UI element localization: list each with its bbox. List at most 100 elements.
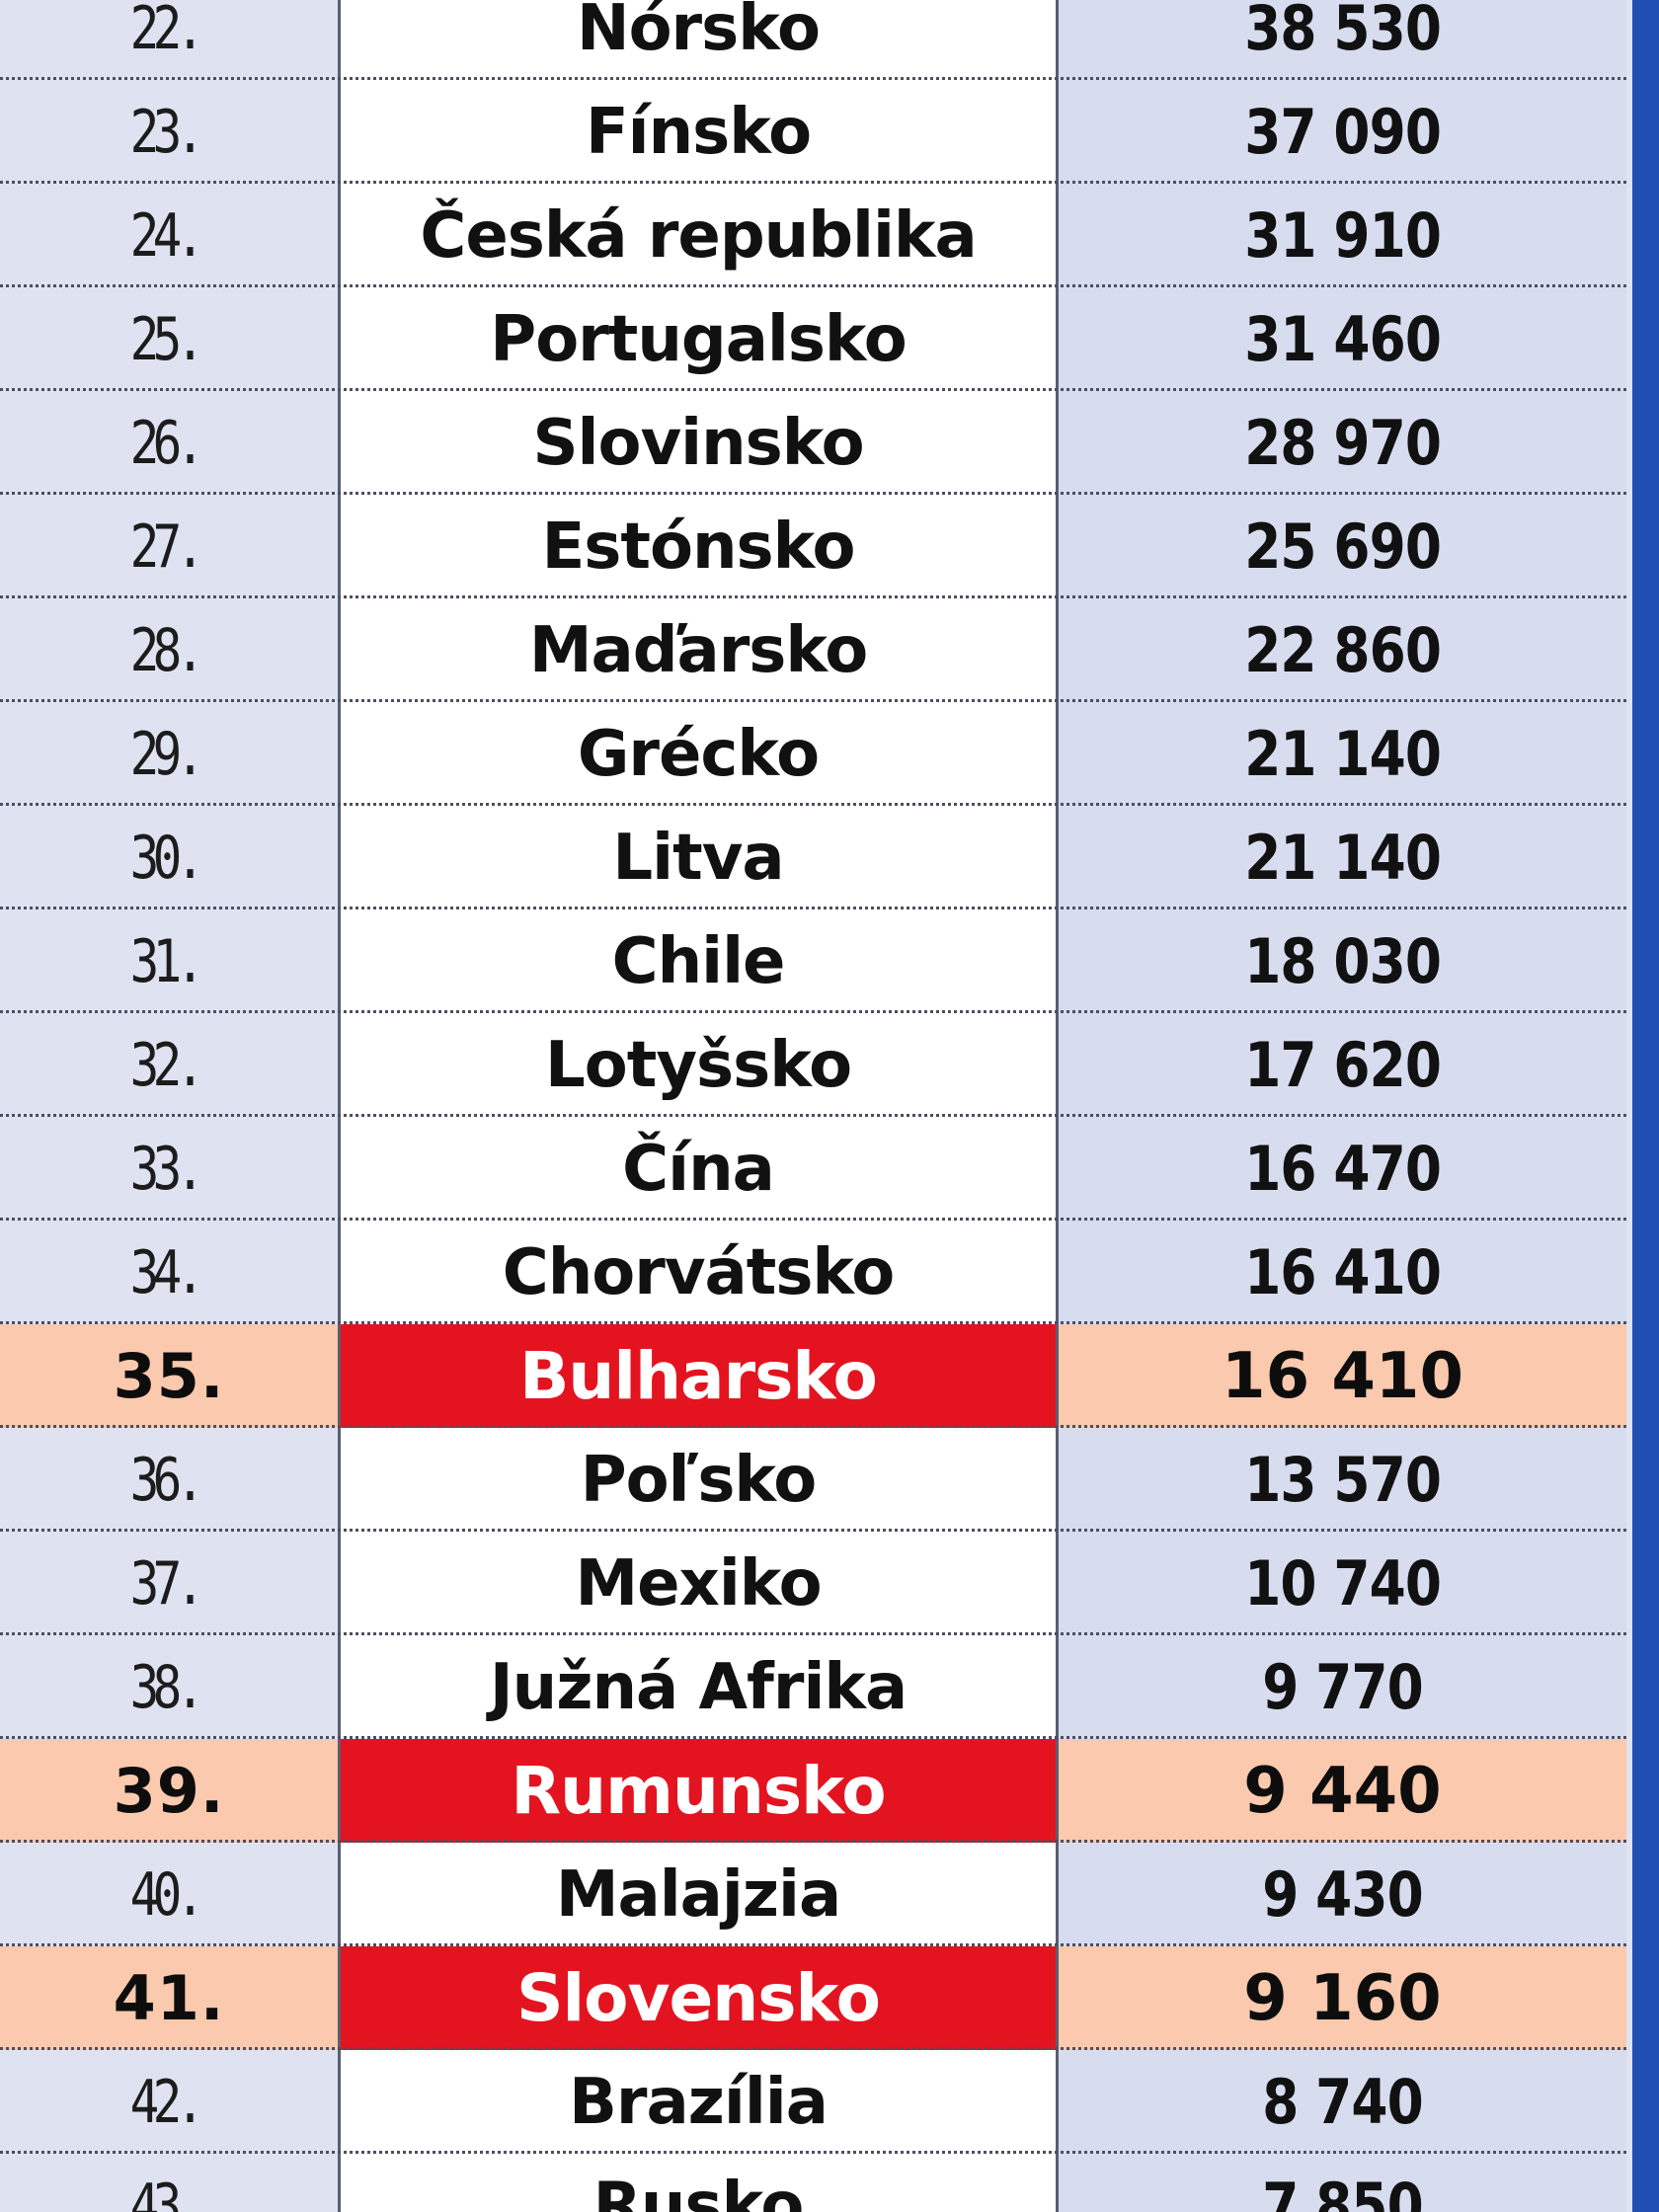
country-cell: Fínsko: [341, 80, 1059, 184]
rank-cell: 37.: [0, 1532, 341, 1635]
rank-cell: 39.: [0, 1739, 341, 1843]
table-row: 33. Čína 16 470: [0, 1117, 1626, 1221]
country-name: Česká republika: [420, 198, 977, 273]
row-divider: [0, 1425, 1626, 1428]
row-divider: [0, 77, 1626, 80]
country-cell: Chile: [341, 909, 1059, 1013]
value-number: 8 740: [1262, 2066, 1424, 2138]
country-name: Bulharsko: [519, 1338, 878, 1414]
country-name: Brazília: [569, 2065, 829, 2139]
country-cell: Lotyšsko: [341, 1013, 1059, 1117]
value-number: 13 570: [1244, 1444, 1442, 1516]
value-cell: 9 770: [1059, 1635, 1626, 1739]
value-cell: 16 410: [1059, 1221, 1626, 1324]
table-row: 34. Chorvátsko 16 410: [0, 1221, 1626, 1324]
rank-label: 43.: [129, 2171, 204, 2212]
table-row: 36. Poľsko 13 570: [0, 1428, 1626, 1532]
table-row: 24. Česká republika 31 910: [0, 184, 1626, 287]
row-divider: [0, 1632, 1626, 1635]
rank-label: 29.: [129, 719, 204, 789]
country-cell: Maďarsko: [341, 598, 1059, 702]
value-number: 37 090: [1244, 96, 1442, 168]
accent-side-bar: [1626, 0, 1659, 2212]
country-name: Poľsko: [580, 1443, 817, 1517]
country-cell: Mexiko: [341, 1532, 1059, 1635]
table-row: 40. Malajzia 9 430: [0, 1843, 1626, 1946]
row-divider: [0, 1840, 1626, 1843]
country-cell: Malajzia: [341, 1843, 1059, 1946]
value-number: 16 470: [1244, 1133, 1442, 1205]
country-cell: Brazília: [341, 2050, 1059, 2154]
rank-cell: 26.: [0, 391, 341, 495]
value-cell: 10 740: [1059, 1532, 1626, 1635]
value-number: 7 850: [1262, 2170, 1424, 2212]
rank-label: 42.: [129, 2067, 204, 2137]
rank-label: 26.: [129, 408, 204, 478]
table-row-highlighted: 39. Rumunsko 9 440: [0, 1739, 1626, 1843]
rank-cell: 27.: [0, 495, 341, 598]
table-row: 43. Rusko 7 850: [0, 2154, 1626, 2212]
rank-label: 38.: [129, 1652, 204, 1722]
rank-label: 22.: [129, 0, 204, 63]
row-divider: [0, 595, 1626, 598]
rank-cell: 33.: [0, 1117, 341, 1221]
value-cell: 7 850: [1059, 2154, 1626, 2212]
country-cell: Bulharsko: [341, 1324, 1059, 1428]
country-name: Fínsko: [585, 95, 812, 169]
country-cell: Česká republika: [341, 184, 1059, 287]
country-name: Nórsko: [577, 0, 821, 65]
rank-label: 30.: [129, 823, 204, 893]
rank-cell: 34.: [0, 1221, 341, 1324]
country-cell: Slovinsko: [341, 391, 1059, 495]
rank-cell: 30.: [0, 806, 341, 909]
rank-label: 40.: [129, 1859, 204, 1930]
value-number: 31 460: [1244, 303, 1442, 375]
value-cell: 9 430: [1059, 1843, 1626, 1946]
value-cell: 21 140: [1059, 806, 1626, 909]
value-cell: 9 160: [1059, 1946, 1626, 2050]
row-divider: [0, 1218, 1626, 1221]
value-cell: 18 030: [1059, 909, 1626, 1013]
country-name: Portugalsko: [490, 302, 907, 376]
value-number: 16 410: [1222, 1339, 1463, 1413]
country-cell: Južná Afrika: [341, 1635, 1059, 1739]
value-cell: 31 460: [1059, 287, 1626, 391]
rank-cell: 36.: [0, 1428, 341, 1532]
value-cell: 16 470: [1059, 1117, 1626, 1221]
rank-label: 24.: [129, 200, 204, 271]
rank-cell: 23.: [0, 80, 341, 184]
value-cell: 9 440: [1059, 1739, 1626, 1843]
value-number: 31 910: [1244, 199, 1442, 272]
row-divider: [0, 2151, 1626, 2154]
table-row: 28. Maďarsko 22 860: [0, 598, 1626, 702]
country-name: Mexiko: [575, 1546, 822, 1620]
rank-cell: 41.: [0, 1946, 341, 2050]
country-cell: Chorvátsko: [341, 1221, 1059, 1324]
row-divider: [0, 492, 1626, 495]
row-divider: [0, 803, 1626, 806]
rank-label: 35.: [113, 1340, 225, 1412]
rank-label: 23.: [129, 97, 204, 167]
value-number: 16 410: [1244, 1236, 1442, 1308]
country-name: Lotyšsko: [544, 1028, 852, 1102]
row-divider: [0, 699, 1626, 702]
rank-label: 37.: [129, 1548, 204, 1619]
value-number: 21 140: [1244, 718, 1442, 790]
country-name: Čína: [622, 1132, 775, 1206]
country-name: Južná Afrika: [489, 1650, 908, 1724]
table-row: 25. Portugalsko 31 460: [0, 287, 1626, 391]
rank-label: 41.: [113, 1962, 225, 2034]
rank-cell: 40.: [0, 1843, 341, 1946]
value-cell: 38 530: [1059, 0, 1626, 80]
rank-cell: 25.: [0, 287, 341, 391]
country-name: Rumunsko: [511, 1753, 886, 1829]
country-cell: Rusko: [341, 2154, 1059, 2212]
rank-cell: 43.: [0, 2154, 341, 2212]
table-row: 30. Litva 21 140: [0, 806, 1626, 909]
table-row: 31. Chile 18 030: [0, 909, 1626, 1013]
rank-label: 39.: [113, 1755, 225, 1827]
rank-label: 32.: [129, 1030, 204, 1100]
value-cell: 37 090: [1059, 80, 1626, 184]
country-cell: Poľsko: [341, 1428, 1059, 1532]
rank-cell: 28.: [0, 598, 341, 702]
